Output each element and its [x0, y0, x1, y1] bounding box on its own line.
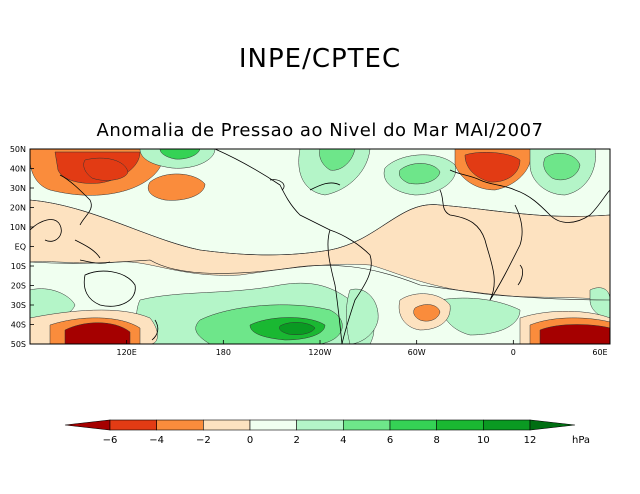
anomaly-north-pacific-core	[159, 149, 201, 160]
anomaly-mid-pacific-negative	[147, 173, 206, 201]
colorbar-tick-label: 6	[387, 435, 393, 446]
colorbar-tick-label: 12	[524, 435, 537, 446]
lon-tick-label: 60E	[592, 348, 607, 357]
coast-africa-west	[439, 189, 495, 301]
coast-new-zealand	[151, 319, 159, 341]
organization-title: INPE/CPTEC	[238, 44, 402, 74]
anomaly-south-indian-positive	[439, 297, 521, 336]
coast-mediterranean	[449, 169, 516, 191]
lon-tick-label: 60W	[408, 348, 426, 357]
colorbar-segment	[343, 419, 391, 431]
colorbar-tick-label: −6	[103, 435, 118, 446]
colorbar-tick-label: −4	[149, 435, 164, 446]
anomaly-field	[30, 149, 610, 344]
lon-tick-label: 180	[216, 348, 231, 357]
lon-tick-label: 0	[511, 348, 516, 357]
anomaly-europe-core	[464, 152, 521, 183]
anomaly-south-atlantic-core	[413, 304, 441, 322]
colorbar-high-arrow	[529, 419, 576, 431]
map-title: Anomalia de Pressao ao Nivel do Mar MAI/…	[96, 120, 544, 141]
coast-madagascar	[517, 264, 524, 286]
colorbar-tick-label: −2	[196, 435, 211, 446]
contour-line-south	[30, 259, 610, 301]
anomaly-north-america-positive	[298, 149, 371, 196]
colorbar-tick-label: 2	[293, 435, 299, 446]
anomaly-north-atlantic-core	[399, 163, 441, 185]
anomaly-north-america-core	[319, 149, 356, 171]
anomaly-east-asia-strong	[83, 157, 129, 181]
colorbar-unit: hPa	[572, 435, 590, 446]
anomaly-central-asia-core	[543, 153, 581, 181]
lat-tick-label: 30S	[11, 301, 26, 310]
colorbar-low-arrow	[64, 419, 111, 431]
lat-tick-label: 20N	[10, 204, 26, 213]
coast-south-asia	[514, 189, 610, 223]
lat-tick-label: 10S	[11, 262, 26, 271]
latitude-axis: 50N 40N 30N 20N 10N EQ 10S 20S 30S 40S 50S	[10, 145, 34, 349]
contour-lines	[30, 199, 610, 301]
coast-australia	[83, 270, 136, 307]
colorbar-segment	[483, 419, 531, 431]
lat-tick-label: 50N	[10, 145, 26, 154]
coast-great-lakes	[269, 179, 285, 191]
lon-tick-label: 120W	[308, 348, 331, 357]
coast-north-america	[214, 149, 331, 231]
coast-south-america-west	[327, 229, 343, 344]
anomaly-southern-ocean-east-core	[539, 324, 610, 344]
lat-tick-label: 40S	[11, 321, 26, 330]
lat-tick-label: 40N	[10, 165, 26, 174]
coast-africa-east	[489, 204, 523, 301]
coast-india	[30, 219, 62, 242]
lon-tick-label: 120E	[117, 348, 137, 357]
longitude-axis: 120E 180 120W 60W 0 60E	[117, 340, 611, 357]
colorbar: −6 −4 −2 0 2 4 6 8 10 12	[64, 419, 576, 446]
colorbar-segment	[203, 419, 251, 431]
colorbar-segment	[249, 419, 297, 431]
coast-gulf	[309, 182, 341, 191]
colorbar-segment	[436, 419, 484, 431]
coast-south-america-east	[329, 229, 372, 344]
colorbar-tick-label: 8	[433, 435, 439, 446]
lat-tick-label: 10N	[10, 223, 26, 232]
colorbar-tick-label: 10	[477, 435, 490, 446]
anomaly-southern-ocean-west-core	[64, 322, 131, 344]
anomaly-far-east-positive	[589, 287, 610, 319]
lat-tick-label: 20S	[11, 282, 26, 291]
coastlines	[30, 149, 610, 344]
coast-east-asia	[59, 174, 92, 226]
lat-tick-label: EQ	[15, 243, 26, 252]
lat-tick-label: 30N	[10, 184, 26, 193]
colorbar-segment	[109, 419, 157, 431]
colorbar-tick-label: 4	[340, 435, 346, 446]
anomaly-south-pacific-peak	[279, 322, 316, 335]
colorbar-tick-label: 0	[247, 435, 253, 446]
colorbar-segment	[389, 419, 437, 431]
lat-tick-label: 50S	[11, 340, 26, 349]
colorbar-segment	[296, 419, 344, 431]
colorbar-segment	[156, 419, 204, 431]
contour-line-north	[30, 199, 610, 256]
